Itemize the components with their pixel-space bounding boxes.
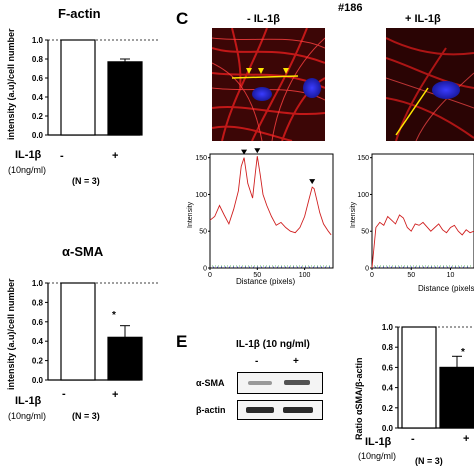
asma-tick-label: 1.0: [32, 279, 44, 288]
asma-tick-label: 0.6: [32, 318, 44, 327]
profile-minus-ytick-label: 50: [199, 229, 207, 236]
micrograph-plus: [386, 28, 474, 141]
ratio-cond-plus: +: [463, 433, 470, 445]
profile-minus-frame: [209, 153, 334, 269]
band-asma-plus: [284, 380, 310, 385]
blot-row-asma: α-SMA: [196, 378, 225, 388]
blot-lane-plus: +: [293, 356, 299, 367]
profile-plus-ytick-label: 0: [365, 266, 369, 273]
blot-lane-minus: -: [255, 356, 259, 367]
asma-bar-minus: [60, 282, 96, 381]
factin-tick-label: 0.4: [32, 93, 44, 102]
asma-tick-label: 0.0: [32, 376, 44, 385]
band-asma-minus: [248, 381, 272, 385]
asma-bar-plus: [107, 336, 143, 381]
profile-minus-xtick-label: 0: [208, 272, 212, 279]
asma-tick-label: 0.8: [32, 298, 44, 307]
panel-c-letter: C: [176, 9, 189, 28]
profile-plus-ytick-label: 100: [357, 192, 369, 199]
factin-tick-label: 0.0: [32, 131, 44, 140]
blot-header: IL-1β (10 ng/ml): [236, 339, 310, 350]
factin-bar-minus: [60, 39, 96, 136]
profile-minus-xtick-label: 50: [253, 272, 261, 279]
asma-cond-minus: -: [62, 388, 66, 400]
profile-minus-xtick-label: 100: [299, 272, 311, 279]
profile-minus-ytick-label: 100: [195, 192, 207, 199]
profile-plus-xtick-label: 50: [407, 272, 415, 279]
img-minus-label: - IL-1β: [247, 13, 280, 25]
ratio-tick-label: 1.0: [382, 323, 394, 332]
factin-n: (N = 3): [72, 176, 100, 186]
profile-minus-xlabel: Distance (pixels): [236, 277, 296, 286]
ratio-n: (N = 3): [415, 456, 443, 466]
micrograph-minus: [212, 28, 325, 141]
sample-id: #186: [338, 2, 363, 14]
ratio-bar-plus: [439, 366, 474, 429]
ratio-tick-label: 0.8: [382, 343, 394, 352]
profile-minus-peak-arrow: [241, 149, 248, 155]
blot-asma: [237, 372, 323, 394]
img-plus-label: + IL-1β: [405, 13, 441, 25]
ratio-dose: (10ng/ml): [358, 451, 397, 461]
factin-tick-label: 0.6: [32, 74, 44, 83]
factin-treatment: IL-1β: [15, 149, 42, 161]
asma-cond-plus: +: [112, 389, 119, 401]
factin-tick-label: 0.2: [32, 112, 44, 121]
asma-dose: (10ng/ml): [8, 411, 47, 421]
factin-cond-plus: +: [112, 150, 119, 162]
factin-bar-plus: [107, 61, 143, 136]
band-bactin-minus: [246, 407, 274, 413]
profile-plus-ytick-label: 150: [357, 155, 369, 162]
profile-plus-red-trace: [371, 214, 474, 269]
asma-title: α-SMA: [62, 244, 104, 259]
profile-plus-xlabel: Distance (pixels): [418, 284, 474, 293]
profile-plus-xtick-label: 0: [370, 272, 374, 279]
profile-minus-peak-arrow: [309, 179, 316, 185]
profile-plus-xtick-label: 10: [447, 272, 455, 279]
asma-treatment: IL-1β: [15, 395, 42, 407]
ratio-cond-minus: -: [411, 433, 415, 445]
ratio-bar-minus: [401, 326, 437, 429]
profile-minus-ytick-label: 150: [195, 155, 207, 162]
profile-minus-red-trace: [209, 156, 332, 236]
asma-star: *: [112, 310, 116, 321]
asma-n: (N = 3): [72, 411, 100, 421]
ratio-tick-label: 0.0: [382, 424, 394, 433]
band-bactin-plus: [283, 407, 313, 413]
profile-plus-ytick-label: 50: [361, 229, 369, 236]
blot-row-bactin: β-actin: [196, 405, 226, 415]
asma-tick-label: 0.4: [32, 337, 44, 346]
profile-minus-peak-arrow: [254, 148, 261, 154]
factin-cond-minus: -: [60, 150, 64, 162]
ratio-tick-label: 0.2: [382, 404, 394, 413]
blot-bactin: [237, 400, 323, 420]
ratio-tick-label: 0.4: [382, 384, 394, 393]
ratio-tick-label: 0.6: [382, 363, 394, 372]
panel-e-letter: E: [176, 332, 188, 351]
ratio-star: *: [461, 347, 465, 358]
factin-title: F-actin: [58, 6, 101, 21]
ratio-treatment: IL-1β: [365, 436, 392, 448]
factin-dose: (10ng/ml): [8, 165, 47, 175]
factin-tick-label: 1.0: [32, 36, 44, 45]
asma-tick-label: 0.2: [32, 357, 44, 366]
factin-tick-label: 0.8: [32, 55, 44, 64]
profile-minus-ytick-label: 0: [203, 266, 207, 273]
profile-plus-frame: [371, 153, 474, 269]
